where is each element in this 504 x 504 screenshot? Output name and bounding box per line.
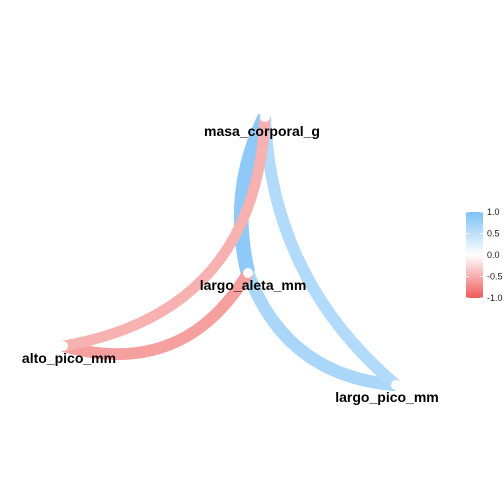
node-label-largo-aleta-mm: largo_aleta_mm xyxy=(200,277,307,293)
legend-tick-label: 0.0 xyxy=(487,250,500,260)
edge-masa_corporal_g-largo_pico_mm xyxy=(259,116,400,390)
node-masa_corporal_g xyxy=(260,112,270,122)
legend-tick-label: 0.5 xyxy=(487,229,500,239)
edge-largo_aleta_mm-largo_pico_mm xyxy=(242,270,397,392)
labels-layer: masa_corporal_g largo_aleta_mm alto_pico… xyxy=(22,123,439,405)
nodes-layer xyxy=(58,112,401,390)
node-largo_aleta_mm xyxy=(243,268,253,278)
edges-layer xyxy=(61,113,400,392)
legend-tick-label: -1.0 xyxy=(487,293,503,303)
node-largo_pico_mm xyxy=(391,380,401,390)
node-label-masa-corporal-g: masa_corporal_g xyxy=(204,123,320,139)
legend-tick-label: -0.5 xyxy=(487,272,503,282)
node-label-largo-pico-mm: largo_pico_mm xyxy=(335,389,438,405)
edge-masa_corporal_g-largo_aleta_mm xyxy=(233,113,272,275)
legend-ticks: 1.0 0.5 0.0 -0.5 -1.0 xyxy=(466,207,503,303)
legend-tick-label: 1.0 xyxy=(487,207,500,217)
legend-colorbar xyxy=(466,212,483,298)
edge-alto_pico_mm-masa_corporal_g xyxy=(62,116,271,352)
color-legend: 1.0 0.5 0.0 -0.5 -1.0 xyxy=(466,207,503,303)
node-alto_pico_mm xyxy=(58,341,68,351)
edge-alto_pico_mm-largo_aleta_mm xyxy=(61,269,254,361)
node-label-alto-pico-mm: alto_pico_mm xyxy=(22,350,116,366)
